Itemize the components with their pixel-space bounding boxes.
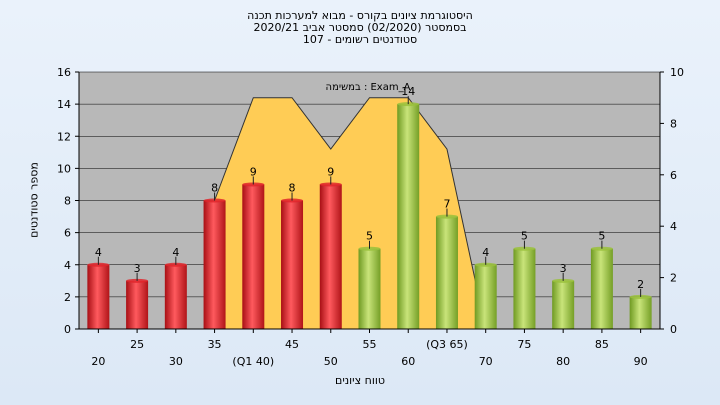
x-tick-label: 60 bbox=[401, 355, 415, 368]
y2-tick-label: 2 bbox=[670, 272, 677, 285]
bar-value-label: 9 bbox=[250, 165, 257, 178]
bar-value-label: 4 bbox=[482, 246, 489, 259]
y-tick-label: 10 bbox=[57, 162, 71, 175]
bar-value-label: 4 bbox=[172, 246, 179, 259]
bar-13 bbox=[590, 248, 613, 329]
bar-14 bbox=[629, 296, 652, 329]
y-tick-label: 16 bbox=[57, 66, 71, 79]
x-axis-label: טווח ציונים bbox=[335, 374, 385, 387]
y2-tick-label: 0 bbox=[670, 323, 677, 336]
bar-2 bbox=[164, 264, 187, 329]
bar-value-label: 4 bbox=[95, 246, 102, 259]
chart-title-line3: סטודנטים רשומים - 107 bbox=[302, 33, 418, 46]
data-labels: 4 3 4 8 9 8 9 5 14 7 4 5 3 5 2 bbox=[95, 85, 644, 291]
x-tick-label: 85 bbox=[595, 338, 609, 351]
bar-value-label: 8 bbox=[211, 182, 218, 195]
x-tick-label: 75 bbox=[517, 338, 531, 351]
bar-1 bbox=[126, 280, 149, 329]
bar-value-label: 2 bbox=[637, 278, 644, 291]
bar-7 bbox=[358, 248, 381, 329]
chart-titles: היסטוגרמת ציונים בקורס - מבוא למערכות תכ… bbox=[0, 10, 720, 46]
x-tick-label: (Q1 40) bbox=[232, 355, 274, 368]
x-tick-label: 35 bbox=[208, 338, 222, 351]
bar-8 bbox=[397, 104, 420, 329]
y2-tick-label: 4 bbox=[670, 220, 677, 233]
y2-tick-label: 6 bbox=[670, 169, 677, 182]
x-tick-label: 25 bbox=[130, 338, 144, 351]
x-tick-label: 20 bbox=[91, 355, 105, 368]
y2-tick-label: 10 bbox=[670, 66, 684, 79]
bar-5 bbox=[281, 200, 304, 329]
x-tick-label: 30 bbox=[169, 355, 183, 368]
x-tick-label: 80 bbox=[556, 355, 570, 368]
bar-value-label: 5 bbox=[521, 230, 528, 243]
y-tick-label: 12 bbox=[57, 130, 71, 143]
x-tick-label: 55 bbox=[363, 338, 377, 351]
x-tick-label: 90 bbox=[634, 355, 648, 368]
bar-value-label: 14 bbox=[401, 85, 415, 98]
y-tick-label: 2 bbox=[64, 291, 71, 304]
area-outline bbox=[214, 97, 487, 330]
bars bbox=[87, 96, 652, 329]
x-tick-label: 50 bbox=[324, 355, 338, 368]
task-annotation: במשימה : Exam_A bbox=[326, 82, 411, 93]
bar-11 bbox=[513, 248, 536, 329]
y-tick-label: 4 bbox=[64, 259, 71, 272]
y-tick-label: 6 bbox=[64, 227, 71, 240]
bar-value-label: 5 bbox=[598, 230, 605, 243]
bar-3 bbox=[203, 200, 226, 329]
x-tick-label: (Q3 65) bbox=[426, 338, 468, 351]
x-tick-label: 70 bbox=[479, 355, 493, 368]
bar-value-label: 3 bbox=[560, 262, 567, 275]
bar-value-label: 9 bbox=[327, 165, 334, 178]
bar-value-label: 8 bbox=[289, 182, 296, 195]
y-tick-label: 8 bbox=[64, 195, 71, 208]
bar-value-label: 7 bbox=[443, 198, 450, 211]
y-tick-label: 14 bbox=[57, 98, 71, 111]
x-tick-label: 45 bbox=[285, 338, 299, 351]
bar-0 bbox=[87, 264, 110, 329]
bar-value-label: 3 bbox=[134, 262, 141, 275]
y-tick-label: 0 bbox=[64, 323, 71, 336]
y2-tick-label: 8 bbox=[670, 117, 677, 130]
bar-value-label: 5 bbox=[366, 230, 373, 243]
chart-title-line2: בסמסטר (02/2020) סמסטר אביב 2020/21 bbox=[253, 21, 467, 34]
bar-4 bbox=[242, 184, 265, 329]
bar-12 bbox=[552, 280, 575, 329]
bar-9 bbox=[435, 216, 458, 329]
chart-title-line1: היסטוגרמת ציונים בקורס - מבוא למערכות תכ… bbox=[247, 9, 473, 22]
bar-10 bbox=[474, 264, 497, 329]
bar-6 bbox=[319, 184, 342, 329]
